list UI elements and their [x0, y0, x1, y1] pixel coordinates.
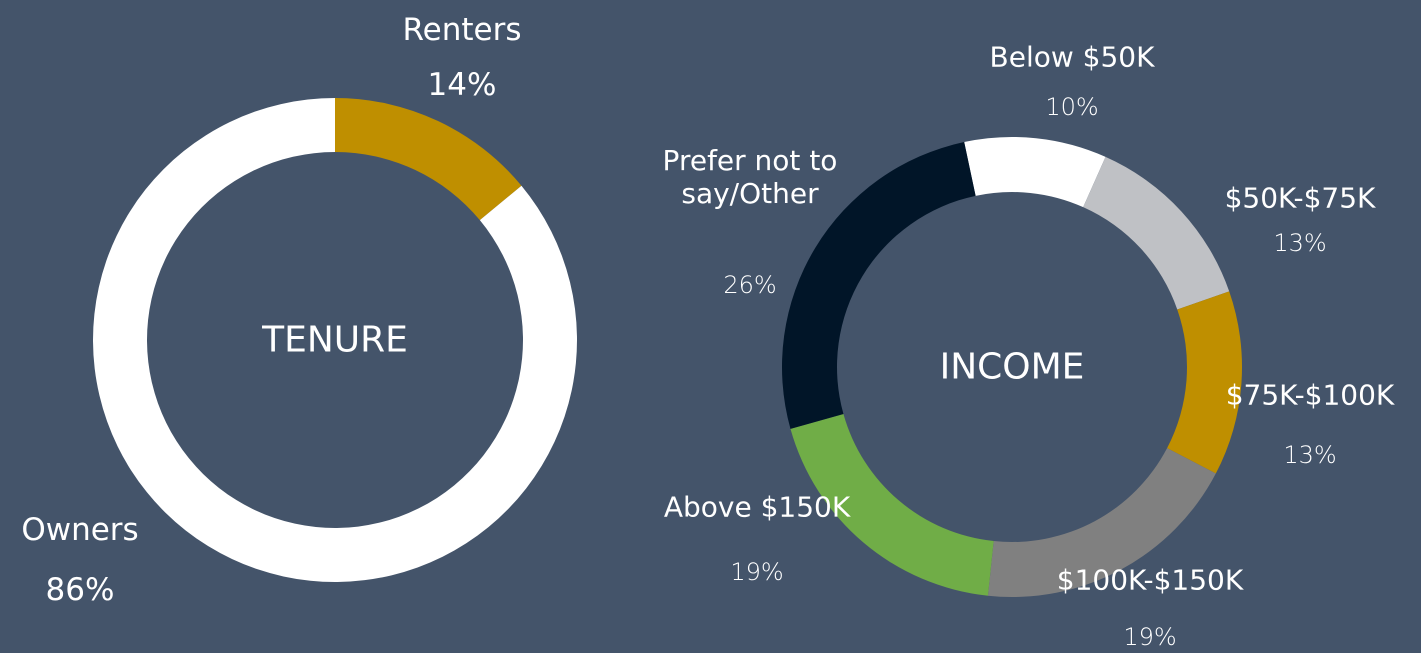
segment-value: 26% [723, 271, 777, 299]
segment-label: Above $150K [663, 490, 851, 524]
segment-value: 19% [1123, 623, 1177, 651]
segment-value: 13% [1283, 441, 1337, 469]
donut-segment [987, 448, 1216, 597]
segment-label: $50K-$75K [1224, 181, 1376, 215]
donut-segment [964, 136, 1106, 208]
donut-segment [1167, 291, 1242, 474]
center-label: TENURE [262, 319, 408, 361]
donut-segment [335, 98, 522, 221]
segment-label: $75K-$100K [1225, 378, 1395, 412]
segment-label: Renters [402, 12, 522, 48]
segment-value: 10% [1045, 93, 1099, 121]
donut-segment [781, 142, 976, 429]
segment-label: Owners [21, 512, 139, 548]
segment-value: 14% [427, 67, 497, 103]
donut-segment [790, 414, 994, 596]
donut-segment [1083, 156, 1230, 310]
segment-label: Below $50K [989, 40, 1155, 74]
segment-label: $100K-$150K [1056, 563, 1244, 597]
segment-label: Prefer not to say/Other [662, 144, 838, 210]
center-label: INCOME [939, 346, 1085, 388]
segment-value: 86% [45, 572, 115, 608]
segment-value: 19% [730, 558, 784, 586]
segment-value: 13% [1273, 229, 1327, 257]
